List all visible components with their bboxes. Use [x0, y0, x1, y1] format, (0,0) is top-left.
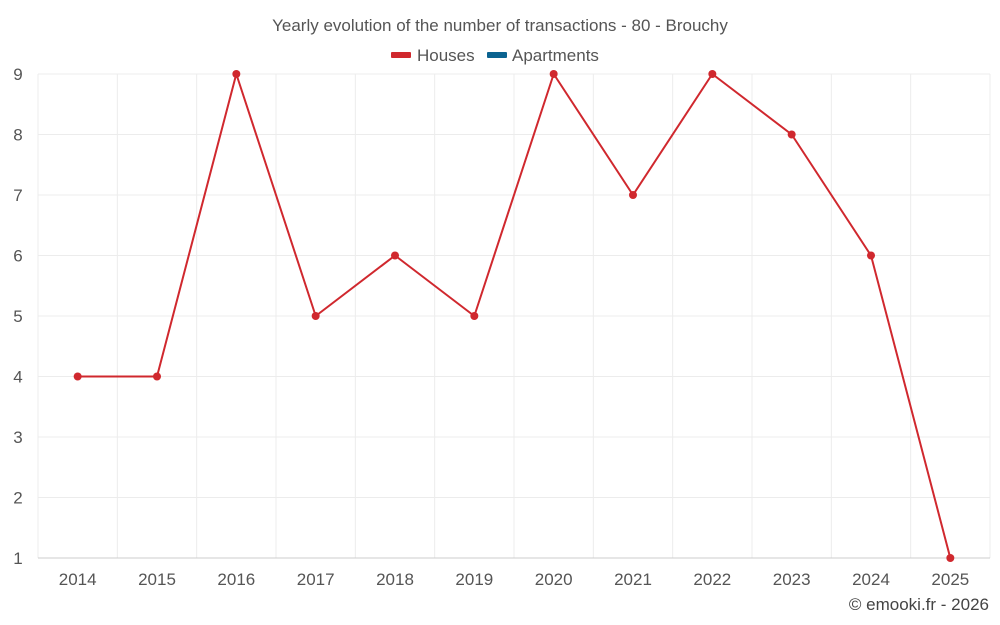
credit: © emooki.fr - 2026 — [849, 595, 989, 614]
y-tick-label: 1 — [13, 549, 22, 568]
y-tick-labels: 1 2 3 4 5 6 7 8 9 — [13, 65, 22, 568]
series-houses — [73, 70, 955, 562]
legend-label-apartments: Apartments — [512, 46, 599, 65]
data-point-houses-2025[interactable] — [946, 554, 955, 562]
data-point-houses-2023[interactable] — [787, 130, 796, 139]
data-point-houses-2019[interactable] — [470, 312, 479, 320]
y-tick-label: 4 — [13, 368, 22, 387]
legend-swatch-apartments — [487, 52, 507, 58]
data-point-houses-2017[interactable] — [311, 312, 320, 320]
x-tick-label: 2019 — [455, 570, 493, 589]
x-tick-labels: 2014 2015 2016 2017 2018 2019 2020 2021 2022 2023… — [59, 570, 969, 589]
legend-item-houses[interactable]: Houses — [391, 46, 475, 65]
x-tick-label: 2017 — [297, 570, 335, 589]
y-tick-label: 5 — [13, 307, 22, 326]
data-point-houses-2014[interactable] — [73, 372, 82, 381]
y-tick-label: 7 — [13, 186, 22, 205]
series-line-houses — [77, 73, 952, 559]
y-tick-label: 9 — [13, 65, 22, 84]
data-point-houses-2021[interactable] — [629, 191, 637, 199]
data-point-houses-2015[interactable] — [153, 372, 161, 381]
legend-swatch-houses — [391, 52, 411, 58]
legend-item-apartments[interactable]: Apartments — [487, 46, 599, 65]
x-tick-label: 2016 — [217, 570, 255, 589]
x-tick-label: 2022 — [693, 570, 731, 589]
x-tick-label: 2014 — [59, 570, 97, 589]
chart-title: Yearly evolution of the number of transa… — [272, 16, 728, 35]
y-gridlines — [38, 73, 990, 498]
y-tick-label: 3 — [13, 428, 22, 447]
x-tick-label: 2024 — [852, 570, 890, 589]
x-tick-label: 2025 — [931, 570, 969, 589]
x-tick-label: 2021 — [614, 570, 652, 589]
data-point-houses-2020[interactable] — [549, 70, 558, 78]
legend[interactable]: Houses Apartments — [391, 46, 599, 65]
y-tick-label: 8 — [13, 126, 22, 145]
data-point-houses-2016[interactable] — [232, 70, 241, 78]
data-point-houses-2018[interactable] — [391, 251, 399, 260]
data-point-houses-2022[interactable] — [708, 70, 717, 78]
x-tick-label: 2020 — [535, 570, 573, 589]
y-tick-label: 6 — [13, 247, 22, 266]
legend-label-houses: Houses — [417, 46, 475, 65]
x-tick-label: 2015 — [138, 570, 176, 589]
x-tick-label: 2023 — [773, 570, 811, 589]
x-tick-label: 2018 — [376, 570, 414, 589]
y-tick-label: 2 — [13, 489, 22, 508]
data-point-houses-2024[interactable] — [867, 251, 875, 260]
